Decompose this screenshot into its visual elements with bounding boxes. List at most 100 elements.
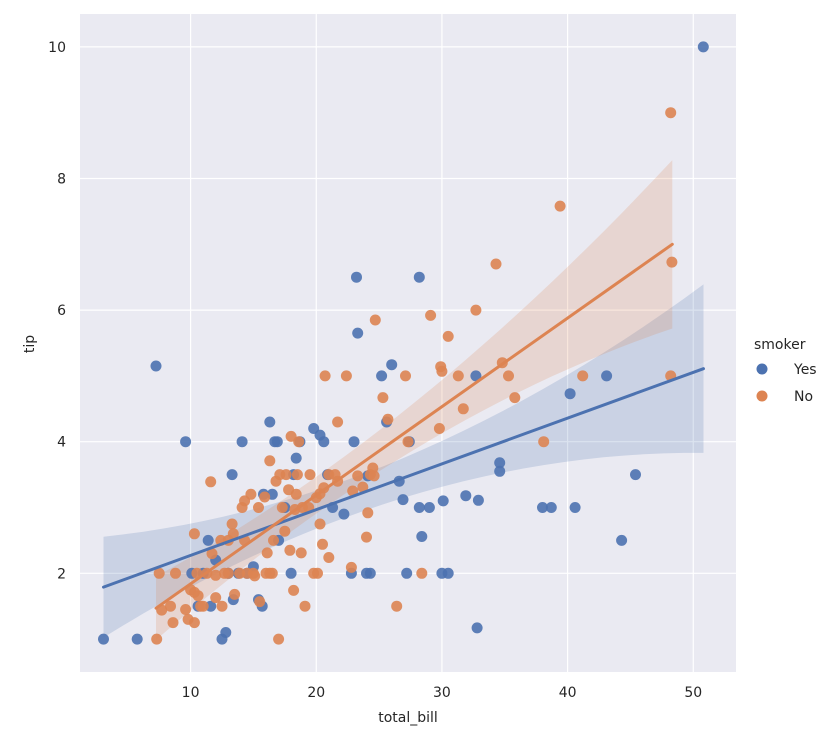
point-no [436,365,448,377]
point-no [554,200,566,212]
point-no [222,567,234,579]
point-no [153,567,165,579]
point-no [340,370,352,382]
point-no [295,547,307,559]
point-yes [236,436,248,448]
point-yes [351,271,362,283]
point-no [452,370,464,382]
plot-background [80,14,736,672]
point-yes [494,465,506,477]
point-no [273,633,285,645]
legend-marker-no [756,390,768,402]
point-yes [348,436,360,448]
point-no [369,314,381,326]
point-no [279,525,291,537]
point-no [245,488,257,500]
point-no [206,548,218,560]
point-yes [413,271,425,283]
point-no [259,491,271,503]
point-no [192,590,204,602]
point-yes [471,622,483,634]
point-no [284,544,296,556]
point-yes [697,41,709,53]
point-no [151,633,163,645]
point-yes [564,388,576,400]
point-yes [264,416,276,428]
point-no [312,567,323,579]
point-no [490,258,502,270]
point-yes [494,457,506,469]
point-no [357,481,369,493]
point-no [509,392,521,404]
y-tick-label: 4 [57,435,66,451]
point-no [197,600,209,612]
point-yes [364,567,376,579]
regression-line-yes [102,367,705,589]
point-no [577,370,589,382]
point-yes [545,502,557,513]
point-no [170,567,181,579]
y-tick-label: 10 [48,40,66,56]
point-no [227,528,239,540]
point-yes [616,534,628,546]
point-no [345,561,357,573]
point-no [188,617,200,629]
point-no [666,256,678,268]
point-yes [437,495,449,507]
legend-marker-yes [756,363,768,375]
point-no [319,370,331,382]
x-tick-label: 20 [307,685,325,701]
x-tick-label: 30 [433,685,451,701]
point-no [205,476,217,488]
point-no [253,502,264,513]
legend-label-no: No [794,389,813,405]
point-no [323,552,335,563]
point-no [402,436,414,448]
point-yes [413,502,425,513]
point-yes [318,436,330,448]
point-no [352,470,364,482]
point-no [254,596,266,608]
point-no [165,600,176,612]
point-yes [202,534,214,546]
x-tick-label: 50 [684,685,702,701]
point-yes [442,567,454,579]
point-no [416,567,428,579]
point-no [433,423,445,434]
legend: smoker Yes No [754,337,817,405]
point-no [216,600,228,612]
point-yes [98,633,109,645]
y-tick-labels: 2 4 6 8 10 [48,40,66,582]
point-yes [401,567,413,579]
point-no [288,584,300,596]
point-no [347,485,359,497]
point-no [261,547,273,559]
y-tick-label: 8 [57,172,66,188]
point-no [377,392,389,404]
point-yes [416,531,428,542]
legend-title: smoker [754,337,806,353]
legend-label-yes: Yes [793,362,817,378]
data-points [98,41,709,645]
point-no [391,600,403,612]
point-no [210,592,222,604]
point-yes [460,490,472,502]
point-yes [285,567,297,579]
point-no [361,531,372,543]
regression-lines [102,242,705,610]
point-no [226,518,238,530]
point-no [317,538,328,550]
x-tick-label: 10 [182,685,200,701]
point-yes [630,469,641,481]
point-no [400,370,411,382]
point-yes [376,370,388,382]
point-no [266,567,278,579]
point-no [332,416,344,428]
x-tick-labels: 10 20 30 40 50 [182,685,703,701]
point-no [167,617,179,629]
point-yes [601,370,613,382]
point-yes [131,633,143,645]
point-no [249,570,261,582]
y-axis-label: tip [22,335,38,353]
